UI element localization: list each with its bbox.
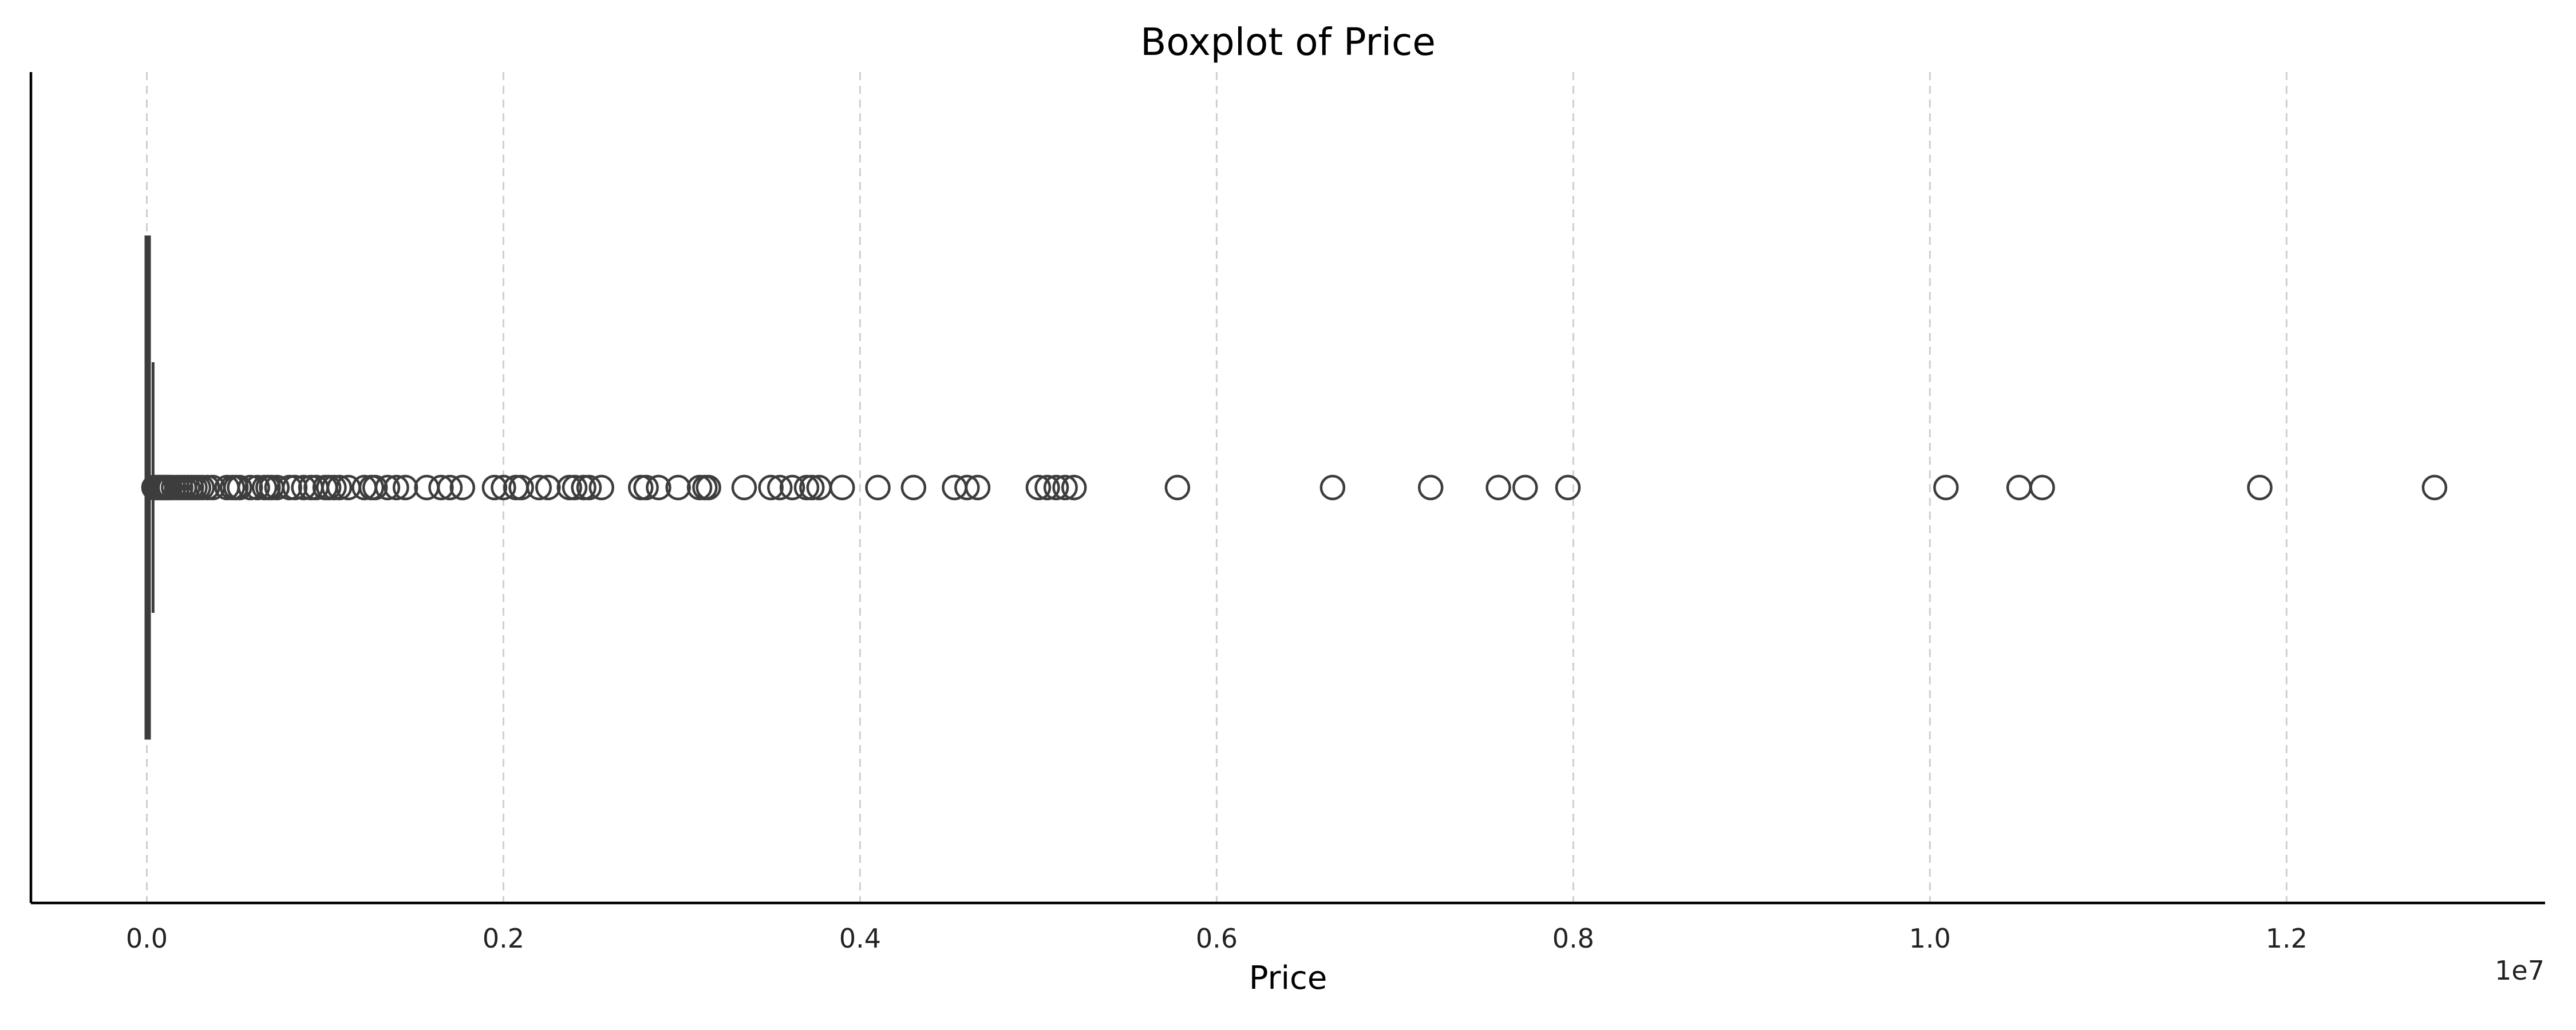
outlier-point (1043, 474, 1069, 501)
outlier-point (1025, 474, 1052, 501)
outlier-point (374, 474, 401, 501)
outlier-point (1555, 474, 1581, 501)
outlier-point (965, 474, 991, 501)
chart-title: Boxplot of Price (1140, 20, 1436, 64)
outlier-point (291, 474, 317, 501)
outlier-point (799, 474, 825, 501)
outlier-point (954, 474, 980, 501)
outlier-point (758, 474, 784, 501)
outlier-point (326, 474, 353, 501)
outlier-point (1417, 474, 1444, 501)
outlier-point (2029, 474, 2055, 501)
outlier-point (282, 474, 308, 501)
x-tick-label: 0.0 (126, 923, 168, 954)
outlier-point (1485, 474, 1511, 501)
outlier-point (2006, 474, 2032, 501)
x-axis-offset-label: 1e7 (2495, 955, 2545, 986)
x-tick-label: 1.2 (2266, 923, 2308, 954)
outlier-point (731, 474, 757, 501)
outlier-point (428, 474, 454, 501)
outlier-point (865, 474, 891, 501)
x-tick-label: 1.0 (1909, 923, 1951, 954)
x-tick-labels: 0.0 0.2 0.4 0.6 0.8 1.0 1.2 (126, 923, 2308, 954)
outlier-point (779, 474, 805, 501)
outlier-point (244, 474, 270, 501)
x-tick-label: 0.2 (483, 923, 524, 954)
outlier-point (588, 474, 615, 501)
outlier-point (646, 474, 671, 501)
outlier-point (491, 474, 516, 501)
outlier-point (1052, 474, 1078, 501)
outlier-point (1319, 474, 1346, 501)
outlier-point (437, 474, 463, 501)
outlier-point (362, 474, 388, 501)
outlier-point (535, 474, 561, 501)
outlier-point (449, 474, 476, 501)
outlier-point (1061, 474, 1087, 501)
outlier-point (508, 474, 534, 501)
outlier-point (665, 474, 691, 501)
outlier-point (1164, 474, 1191, 501)
x-tick-label: 0.4 (839, 923, 881, 954)
outlier-point (2421, 474, 2448, 501)
outlier-point (392, 474, 418, 501)
grid-lines (145, 72, 2287, 903)
outlier-point (481, 474, 508, 501)
outlier-points (141, 474, 2448, 501)
x-axis-label: Price (1249, 960, 1327, 997)
outlier-point (767, 474, 793, 501)
outlier-point (264, 474, 290, 501)
outlier-point (384, 474, 409, 501)
outlier-point (1512, 474, 1538, 501)
outlier-point (526, 474, 552, 501)
x-tick-label: 0.8 (1552, 923, 1594, 954)
outlier-point (227, 474, 252, 501)
x-tick-label: 0.6 (1196, 923, 1238, 954)
outlier-point (633, 474, 659, 501)
outlier-point (900, 474, 927, 501)
outlier-point (2247, 474, 2273, 501)
outlier-point (1933, 474, 1959, 501)
outlier-point (696, 474, 721, 501)
outlier-point (576, 474, 602, 501)
outlier-point (237, 474, 263, 501)
outlier-point (562, 474, 588, 501)
outlier-point (829, 474, 855, 501)
outlier-point (1034, 474, 1060, 501)
